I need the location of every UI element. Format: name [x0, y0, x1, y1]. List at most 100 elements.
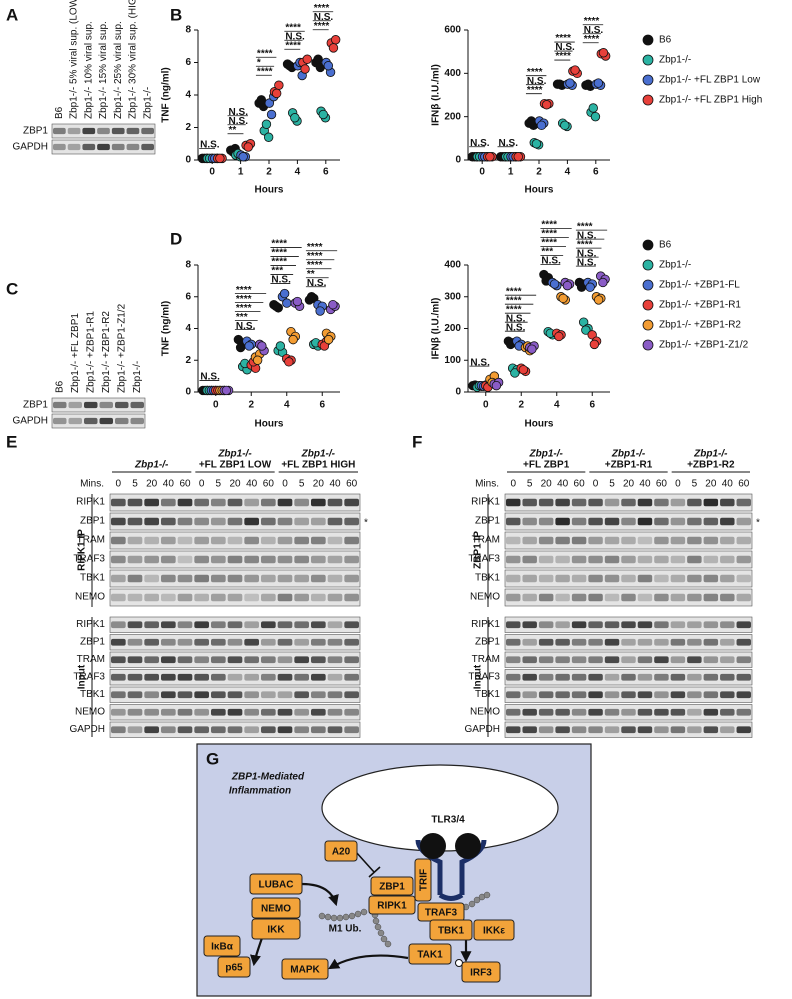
blot-band: [687, 621, 702, 629]
timepoint: 20: [313, 479, 325, 490]
blot-band: [115, 417, 129, 425]
data-dot: [243, 142, 253, 152]
blot-band: [538, 498, 554, 507]
blot-band: [277, 574, 293, 583]
blot-band: [670, 593, 686, 602]
node-box: [429, 919, 473, 941]
blot-band: [194, 691, 209, 699]
blot-band: [294, 555, 309, 564]
data-dot: [261, 119, 272, 129]
blot-band: [177, 621, 193, 629]
blot-band: [211, 673, 226, 681]
node-box: [473, 919, 515, 941]
legend-marker: [642, 34, 654, 46]
blot-band: [720, 517, 735, 526]
data-dot: [252, 355, 263, 365]
row-label: TRAF3: [468, 554, 500, 565]
data-dot: [323, 61, 334, 71]
blot-band: [703, 726, 719, 734]
blot-band: [506, 691, 521, 699]
timepoint: 60: [656, 479, 668, 490]
row-label: NEMO: [470, 592, 500, 603]
blot-band: [538, 638, 554, 646]
blot-band: [211, 555, 226, 564]
blot-band: [538, 517, 554, 526]
node-label: ZBP1: [379, 882, 405, 893]
blot-band: [277, 536, 293, 545]
blot-band: [277, 517, 293, 526]
blot-band: [261, 536, 276, 545]
blot-band: [130, 401, 144, 409]
data-dot: [290, 113, 300, 123]
timepoint: 5: [527, 479, 533, 490]
blot-band: [261, 656, 276, 664]
blot-band: [703, 638, 719, 646]
blot-band: [670, 621, 686, 629]
y-tick-label: 4: [185, 90, 191, 101]
node-box: [217, 956, 251, 978]
legend-label: Zbp1-/-: [659, 55, 691, 66]
y-tick-label: 100: [444, 355, 461, 366]
row-label: TBK1: [80, 573, 105, 584]
blot-band: [68, 417, 82, 425]
data-dot: [323, 334, 334, 345]
blot-band: [637, 555, 653, 564]
x-axis-label: Hours: [255, 419, 284, 430]
blot-band: [177, 593, 193, 602]
blot-band: [670, 574, 686, 583]
blot-band: [588, 691, 603, 699]
ubiquitin: [372, 917, 380, 925]
blot-band: [194, 621, 209, 629]
blot-band: [144, 691, 159, 699]
blot-band: [506, 656, 521, 664]
significance-label: ****: [584, 16, 600, 27]
blot-band: [687, 708, 702, 716]
blot-band: [522, 691, 537, 699]
blot-band: [621, 621, 636, 629]
blot-band: [538, 593, 554, 602]
blot-band: [177, 517, 193, 526]
significance-label: N.S.: [527, 76, 547, 87]
blot-band: [720, 726, 735, 734]
lane-label: Zbp1-/- +ZBP1-R1: [85, 311, 96, 393]
data-dot: [518, 365, 529, 375]
node-label: RIPK1: [377, 901, 407, 912]
blot-band: [654, 574, 669, 583]
legend-label: B6: [659, 35, 672, 46]
blot-band: [244, 638, 259, 646]
blot-band: [344, 517, 359, 526]
node-label: TRAF3: [425, 908, 458, 919]
legend-label: B6: [659, 240, 672, 251]
blot-band: [194, 574, 209, 583]
row-label: RIPK1: [76, 497, 105, 508]
blot-band: [311, 638, 326, 646]
blot-band: [344, 691, 359, 699]
data-dot: [328, 299, 338, 310]
blot-background: [504, 550, 753, 569]
blot-band: [211, 498, 226, 507]
blot-band: [53, 143, 66, 151]
lane-label: Zbp1-/- +ZBP1-Z1/2: [116, 303, 127, 393]
data-dot: [531, 139, 542, 149]
y-tick-label: 2: [185, 355, 191, 366]
y-tick-label: 600: [444, 25, 461, 36]
blot-band: [555, 621, 570, 629]
lane-label: B6: [54, 380, 65, 393]
blot-band: [144, 555, 159, 564]
blot-band: [736, 691, 751, 699]
blot-band: [637, 621, 653, 629]
significance-label: **: [229, 125, 237, 136]
x-tick-label: 4: [554, 400, 560, 411]
significance-label: ****: [314, 3, 330, 14]
blot-band: [670, 638, 686, 646]
timepoint: 5: [692, 479, 698, 490]
blot-background: [109, 588, 361, 607]
blot-band: [571, 574, 587, 583]
blot-band: [277, 638, 293, 646]
blot-band: [115, 401, 129, 409]
blot-band: [244, 574, 259, 583]
blot-band: [194, 536, 209, 545]
blot-band: [261, 593, 276, 602]
blot-band: [82, 143, 96, 151]
timepoint: 0: [199, 479, 205, 490]
